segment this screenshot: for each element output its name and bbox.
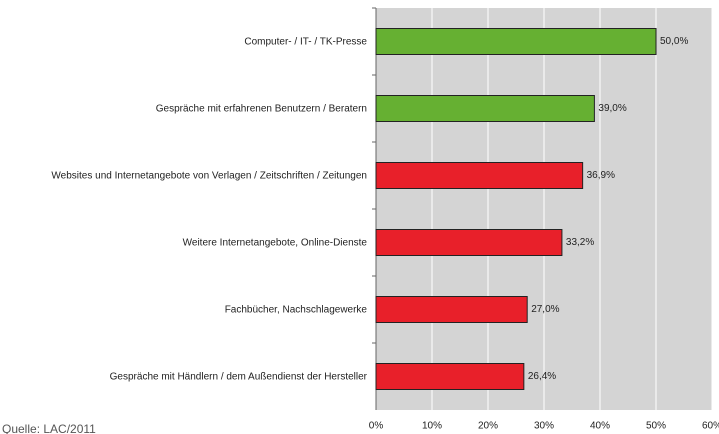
value-label: 50,0% <box>660 36 688 47</box>
value-label: 33,2% <box>566 237 594 248</box>
x-tick-label: 10% <box>422 421 442 432</box>
value-label: 36,9% <box>587 170 615 181</box>
bar <box>375 162 584 189</box>
value-label: 27,0% <box>531 304 559 315</box>
x-tick-label: 50% <box>646 421 666 432</box>
value-label: 26,4% <box>528 371 556 382</box>
value-label: 39,0% <box>598 103 626 114</box>
bar <box>375 363 525 390</box>
x-tick-label: 30% <box>534 421 554 432</box>
category-label: Gespräche mit Händlern / dem Außendienst… <box>109 371 367 382</box>
category-label: Weitere Internetangebote, Online-Dienste <box>182 237 367 248</box>
x-tick-label: 60% <box>702 421 719 432</box>
bar <box>375 296 528 323</box>
bar <box>375 95 595 122</box>
category-label: Fachbücher, Nachschlagewerke <box>224 304 367 315</box>
category-label: Computer- / IT- / TK-Presse <box>244 36 367 47</box>
source: Quelle: LAC/2011 <box>2 422 96 434</box>
category-label: Websites und Internetangebote von Verlag… <box>51 170 367 181</box>
bar <box>375 229 563 256</box>
x-tick-label: 20% <box>478 421 498 432</box>
bar <box>375 28 657 55</box>
x-tick-label: 40% <box>590 421 610 432</box>
category-label: Gespräche mit erfahrenen Benutzern / Ber… <box>155 103 367 114</box>
x-tick-label: 0% <box>369 421 384 432</box>
